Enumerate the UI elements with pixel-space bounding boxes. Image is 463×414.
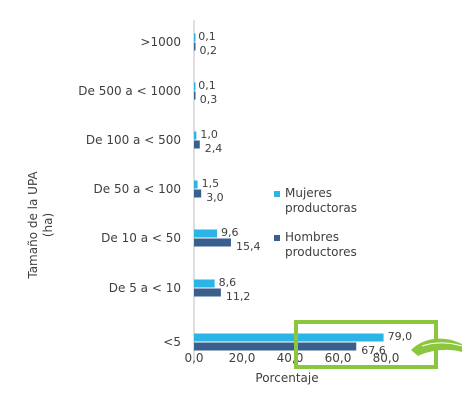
leaf-vein-icon bbox=[421, 342, 463, 347]
x-tick-label: 0,0 bbox=[184, 351, 203, 365]
y-axis-title-line-2: (ha) bbox=[41, 213, 55, 237]
data-label: 0,2 bbox=[199, 44, 217, 57]
category-label: >1000 bbox=[140, 35, 181, 49]
x-tick-label: 40,0 bbox=[277, 351, 304, 365]
data-label: 67,6 bbox=[361, 344, 386, 357]
data-label: 8,6 bbox=[219, 276, 237, 289]
bar-mujeres bbox=[194, 333, 384, 342]
bar-mujeres bbox=[194, 33, 196, 42]
category-label: De 5 a < 10 bbox=[109, 281, 181, 295]
legend-label: productoras bbox=[285, 201, 357, 215]
data-labels: 0,10,20,10,31,02,41,53,09,615,48,611,279… bbox=[198, 30, 412, 357]
data-label: 1,5 bbox=[202, 177, 220, 190]
legend-label: Mujeres bbox=[285, 186, 332, 200]
legend-label: productores bbox=[285, 245, 357, 259]
legend-label: Hombres bbox=[285, 230, 339, 244]
y-axis-title: Tamaño de la UPA (ha) bbox=[26, 171, 55, 280]
bars bbox=[194, 33, 384, 351]
bar-hombres bbox=[194, 288, 221, 297]
x-tick-label: 80,0 bbox=[373, 351, 400, 365]
bar-hombres bbox=[194, 189, 202, 198]
category-label: De 10 a < 50 bbox=[101, 231, 181, 245]
category-label: De 500 a < 1000 bbox=[78, 84, 181, 98]
y-axis-title-line-1: Tamaño de la UPA bbox=[26, 171, 40, 280]
bar-hombres bbox=[194, 238, 231, 247]
data-label: 1,0 bbox=[200, 128, 218, 141]
bar-hombres bbox=[194, 140, 200, 149]
data-label: 0,3 bbox=[200, 93, 218, 106]
data-label: 2,4 bbox=[205, 142, 223, 155]
bar-hombres bbox=[194, 91, 196, 100]
x-tick-label: 20,0 bbox=[229, 351, 256, 365]
data-label: 0,1 bbox=[198, 30, 216, 43]
category-labels: >1000 De 500 a < 1000 De 100 a < 500 De 50 … bbox=[78, 35, 181, 349]
highlight-annotation bbox=[294, 320, 463, 369]
bar-mujeres bbox=[194, 82, 196, 91]
data-label: 15,4 bbox=[236, 240, 261, 253]
bar-mujeres bbox=[194, 229, 218, 238]
bar-hombres bbox=[194, 342, 357, 351]
data-label: 79,0 bbox=[388, 330, 413, 343]
bar-hombres bbox=[194, 42, 196, 51]
category-label: De 50 a < 100 bbox=[94, 182, 181, 196]
data-label: 0,1 bbox=[198, 79, 216, 92]
legend-swatch bbox=[274, 191, 280, 197]
x-axis-title: Porcentaje bbox=[255, 371, 318, 385]
data-label: 3,0 bbox=[206, 191, 224, 204]
data-label: 9,6 bbox=[221, 226, 239, 239]
data-label: 11,2 bbox=[226, 290, 251, 303]
bar-mujeres bbox=[194, 180, 198, 189]
bar-mujeres bbox=[194, 131, 197, 140]
category-label: <5 bbox=[163, 335, 181, 349]
bar-mujeres bbox=[194, 279, 215, 288]
category-label: De 100 a < 500 bbox=[86, 133, 181, 147]
x-tick-labels: 0,0 20,0 40,0 60,0 80,0 bbox=[184, 351, 399, 365]
legend-swatch bbox=[274, 235, 280, 241]
x-tick-label: 60,0 bbox=[325, 351, 352, 365]
